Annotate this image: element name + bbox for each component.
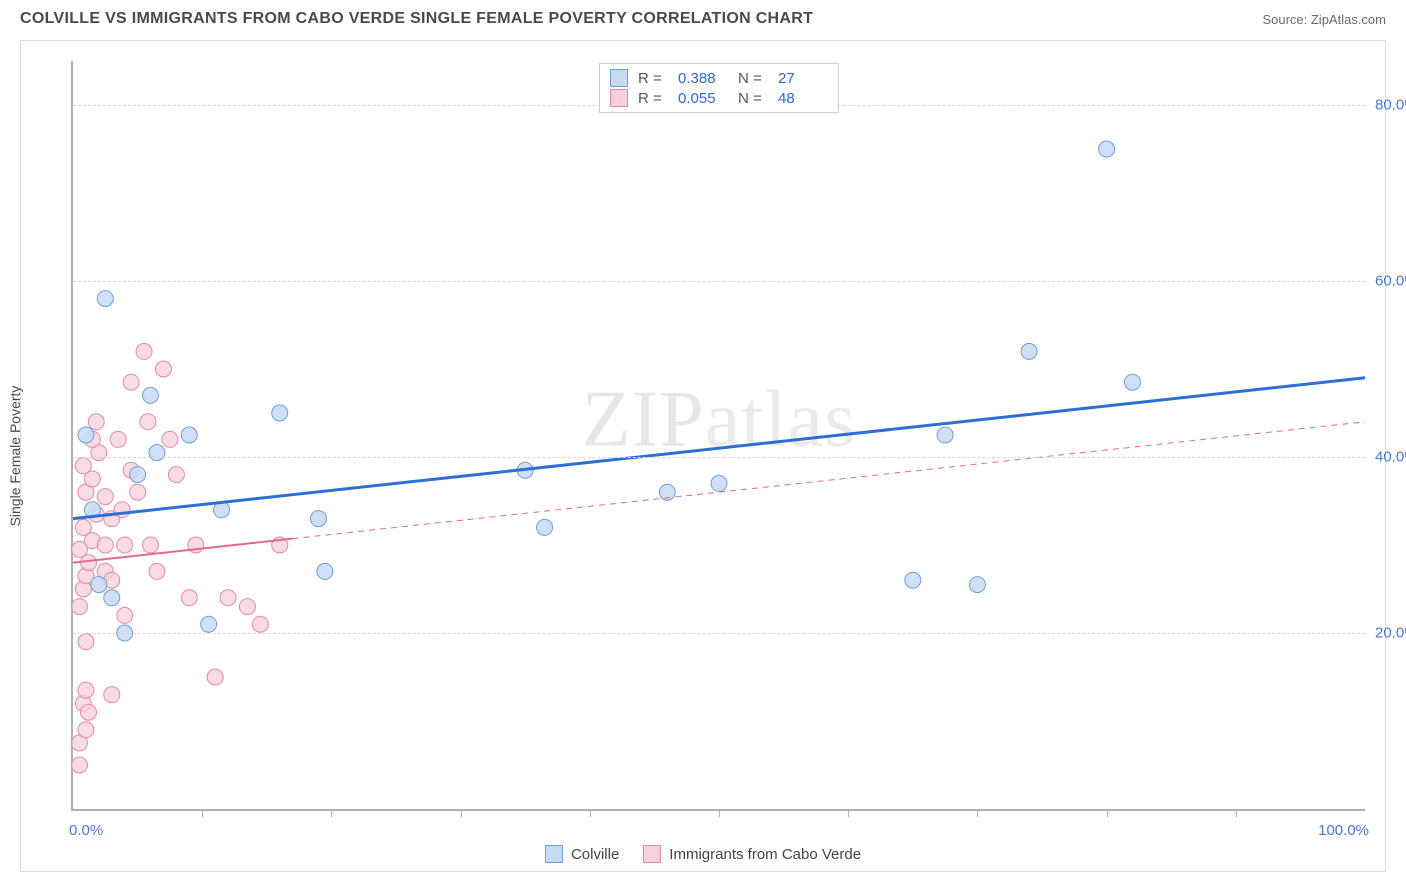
legend-label-series2: Immigrants from Cabo Verde (669, 846, 861, 863)
trend-line (73, 378, 1365, 519)
swatch-series1 (610, 69, 628, 87)
point-series2 (207, 669, 223, 685)
point-series2 (114, 502, 130, 518)
point-series1 (310, 511, 326, 527)
r-value-1: 0.388 (678, 70, 728, 87)
y-tick-label: 80.0% (1367, 97, 1406, 114)
gridline-h (73, 457, 1365, 458)
x-tick (461, 809, 462, 817)
point-series2 (71, 599, 87, 615)
point-series2 (140, 414, 156, 430)
n-label-1: N = (738, 70, 768, 87)
x-tick (1107, 809, 1108, 817)
point-series2 (117, 607, 133, 623)
x-tick (1236, 809, 1237, 817)
stats-legend-box: R = 0.388 N = 27 R = 0.055 N = 48 (599, 63, 839, 113)
point-series1 (1124, 374, 1140, 390)
x-tick (590, 809, 591, 817)
point-series2 (75, 519, 91, 535)
point-series2 (162, 431, 178, 447)
legend-item-series2: Immigrants from Cabo Verde (643, 845, 861, 863)
point-series2 (117, 537, 133, 553)
n-value-1: 27 (778, 70, 828, 87)
chart-source: Source: ZipAtlas.com (1262, 12, 1386, 27)
r-label-2: R = (638, 90, 668, 107)
point-series2 (104, 687, 120, 703)
point-series1 (91, 577, 107, 593)
legend-swatch-series2 (643, 845, 661, 863)
point-series1 (905, 572, 921, 588)
point-series1 (143, 387, 159, 403)
source-prefix: Source: (1262, 12, 1310, 27)
point-series1 (78, 427, 94, 443)
legend-label-series1: Colville (571, 846, 619, 863)
point-series1 (937, 427, 953, 443)
point-series2 (78, 722, 94, 738)
y-tick-label: 20.0% (1367, 625, 1406, 642)
point-series2 (110, 431, 126, 447)
point-series1 (201, 616, 217, 632)
plot-svg (73, 61, 1365, 809)
point-series2 (168, 467, 184, 483)
point-series1 (1021, 343, 1037, 359)
x-tick (202, 809, 203, 817)
chart-header: COLVILLE VS IMMIGRANTS FROM CABO VERDE S… (0, 0, 1406, 34)
point-series2 (123, 374, 139, 390)
x-axis-max-label: 100.0% (1318, 822, 1369, 839)
x-tick (719, 809, 720, 817)
point-series1 (537, 519, 553, 535)
x-tick (977, 809, 978, 817)
gridline-h (73, 281, 1365, 282)
point-series2 (78, 634, 94, 650)
x-tick (331, 809, 332, 817)
point-series1 (97, 291, 113, 307)
point-series2 (97, 489, 113, 505)
point-series1 (969, 577, 985, 593)
n-value-2: 48 (778, 90, 828, 107)
point-series1 (130, 467, 146, 483)
point-series2 (97, 537, 113, 553)
source-name: ZipAtlas.com (1311, 12, 1386, 27)
point-series2 (88, 414, 104, 430)
point-series1 (317, 563, 333, 579)
point-series2 (71, 757, 87, 773)
point-series1 (711, 475, 727, 491)
point-series1 (1099, 141, 1115, 157)
point-series1 (149, 445, 165, 461)
stats-row-series1: R = 0.388 N = 27 (610, 68, 828, 88)
y-tick-label: 60.0% (1367, 273, 1406, 290)
chart-container: Single Female Poverty ZIPatlas R = 0.388… (20, 40, 1386, 872)
gridline-h (73, 633, 1365, 634)
swatch-series2 (610, 89, 628, 107)
point-series1 (104, 590, 120, 606)
point-series2 (239, 599, 255, 615)
stats-row-series2: R = 0.055 N = 48 (610, 88, 828, 108)
point-series2 (220, 590, 236, 606)
point-series2 (252, 616, 268, 632)
y-tick-label: 40.0% (1367, 449, 1406, 466)
point-series2 (130, 484, 146, 500)
r-label-1: R = (638, 70, 668, 87)
point-series2 (75, 458, 91, 474)
point-series2 (78, 682, 94, 698)
x-axis-min-label: 0.0% (69, 822, 103, 839)
point-series2 (181, 590, 197, 606)
bottom-legend: Colville Immigrants from Cabo Verde (545, 845, 861, 863)
n-label-2: N = (738, 90, 768, 107)
plot-area: ZIPatlas R = 0.388 N = 27 R = 0.055 N = … (71, 61, 1365, 811)
legend-item-series1: Colville (545, 845, 619, 863)
chart-title: COLVILLE VS IMMIGRANTS FROM CABO VERDE S… (20, 10, 813, 28)
y-axis-label: Single Female Poverty (7, 386, 23, 527)
point-series2 (136, 343, 152, 359)
point-series2 (143, 537, 159, 553)
point-series1 (272, 405, 288, 421)
r-value-2: 0.055 (678, 90, 728, 107)
point-series2 (149, 563, 165, 579)
legend-swatch-series1 (545, 845, 563, 863)
x-tick (848, 809, 849, 817)
point-series2 (81, 704, 97, 720)
trend-line-dashed (293, 422, 1365, 539)
point-series1 (181, 427, 197, 443)
point-series2 (155, 361, 171, 377)
